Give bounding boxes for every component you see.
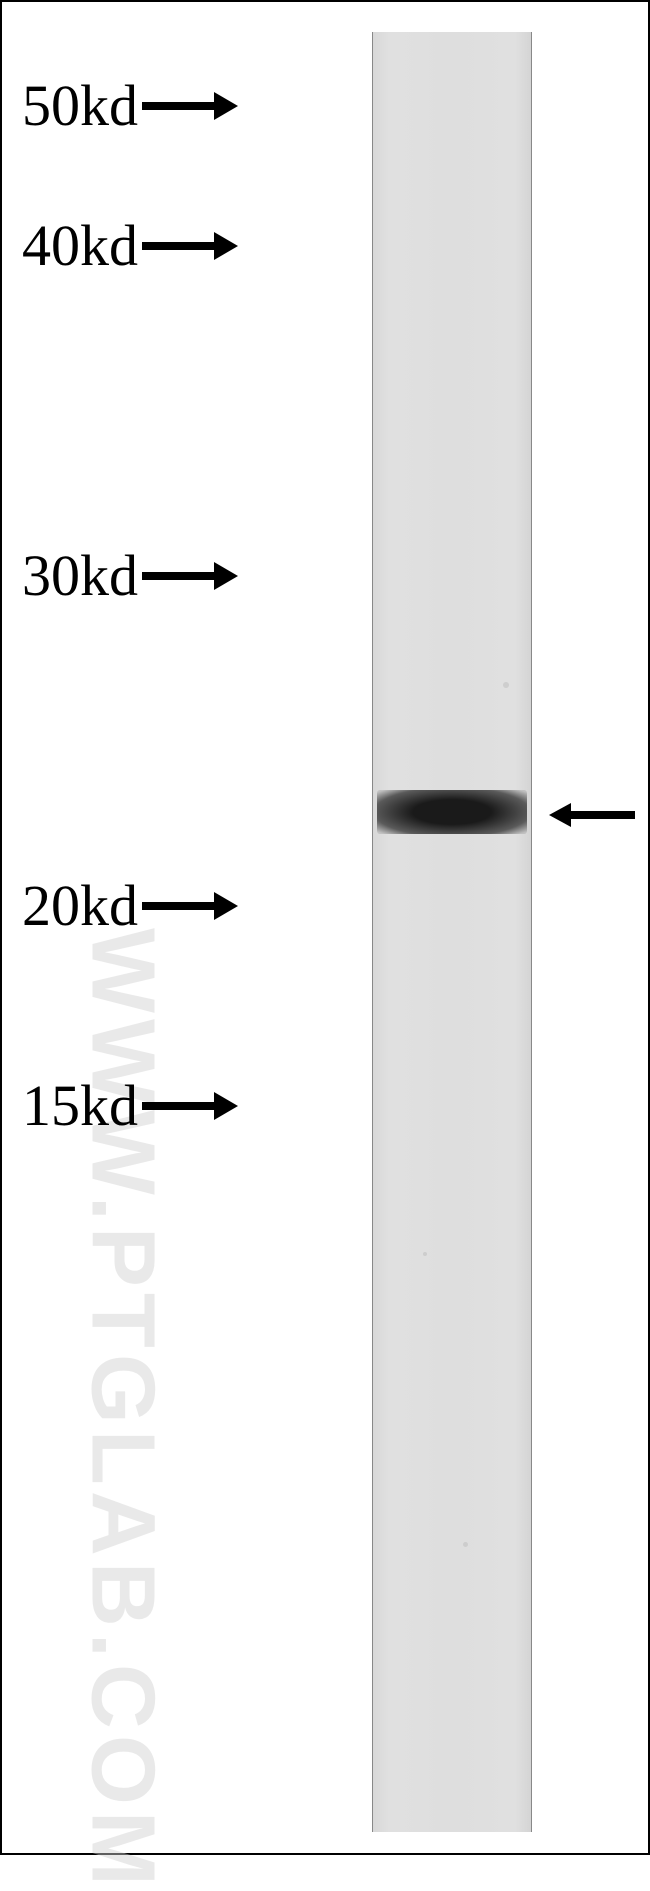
- mw-marker: 40kd: [22, 212, 240, 279]
- band-indicator-arrow: [547, 797, 637, 833]
- arrow-right-icon: [140, 86, 240, 126]
- mw-marker: 30kd: [22, 542, 240, 609]
- mw-marker-label: 50kd: [22, 72, 138, 139]
- lane-noise-speck: [463, 1542, 468, 1547]
- blot-lane: [372, 32, 532, 1832]
- mw-marker-label: 15kd: [22, 1072, 138, 1139]
- mw-marker: 20kd: [22, 872, 240, 939]
- arrow-right-icon: [140, 886, 240, 926]
- lane-noise-speck: [503, 682, 509, 688]
- mw-marker-label: 30kd: [22, 542, 138, 609]
- arrow-right-icon: [140, 1086, 240, 1126]
- arrow-right-icon: [140, 556, 240, 596]
- lane-noise-speck: [423, 1252, 427, 1256]
- mw-marker-label: 40kd: [22, 212, 138, 279]
- blot-figure: WWW.PTGLAB.COM 50kd40kd30kd20kd15kd: [0, 0, 650, 1855]
- mw-marker: 15kd: [22, 1072, 240, 1139]
- protein-band: [377, 790, 527, 834]
- mw-marker-label: 20kd: [22, 872, 138, 939]
- mw-marker: 50kd: [22, 72, 240, 139]
- arrow-right-icon: [140, 226, 240, 266]
